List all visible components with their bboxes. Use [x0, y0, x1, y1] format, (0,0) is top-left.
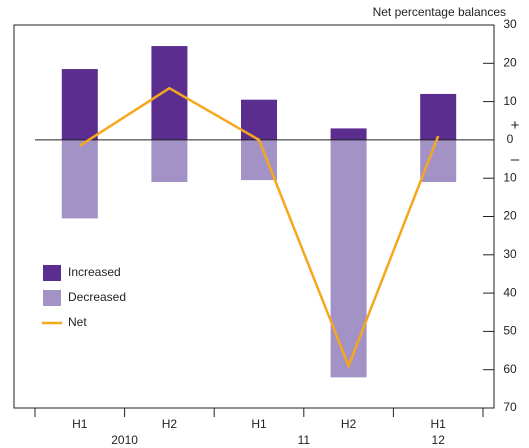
y-tick-label: 0: [507, 132, 514, 146]
x-group-label: 11: [298, 433, 311, 447]
legend-swatch: [43, 265, 61, 281]
negative-sign: –: [511, 151, 520, 168]
y-tick-label: 10: [503, 170, 517, 184]
bar: [420, 139, 457, 183]
y-tick-label: 10: [503, 94, 517, 108]
legend-label: Net: [68, 315, 87, 329]
y-tick-label: 70: [503, 400, 517, 414]
legend-label: Increased: [68, 265, 121, 279]
positive-sign: +: [511, 117, 520, 134]
y-title: Net percentage balances: [373, 5, 506, 19]
legend-label: Decreased: [68, 290, 126, 304]
bar: [420, 93, 457, 140]
y-tick-label: 30: [503, 17, 517, 31]
y-tick-label: 20: [503, 55, 517, 69]
bar: [151, 139, 188, 183]
x-tick-label: H2: [162, 417, 178, 431]
bar: [61, 139, 98, 219]
legend-swatch: [43, 290, 61, 306]
x-tick-label: H2: [341, 417, 357, 431]
y-tick-label: 20: [503, 209, 517, 223]
net-line: [79, 86, 440, 370]
y-tick-label: 50: [503, 324, 517, 338]
bar: [330, 139, 367, 378]
x-tick-label: H1: [72, 417, 88, 431]
y-tick-label: 40: [503, 285, 517, 299]
y-tick-label: 60: [503, 362, 517, 376]
x-group-label: 12: [432, 433, 446, 447]
x-group-label: 2010: [111, 433, 138, 447]
x-tick-label: H1: [431, 417, 447, 431]
bar: [330, 128, 367, 140]
y-tick-label: 30: [503, 247, 517, 261]
x-tick-label: H1: [251, 417, 267, 431]
bar: [61, 69, 98, 140]
bar: [151, 46, 188, 140]
